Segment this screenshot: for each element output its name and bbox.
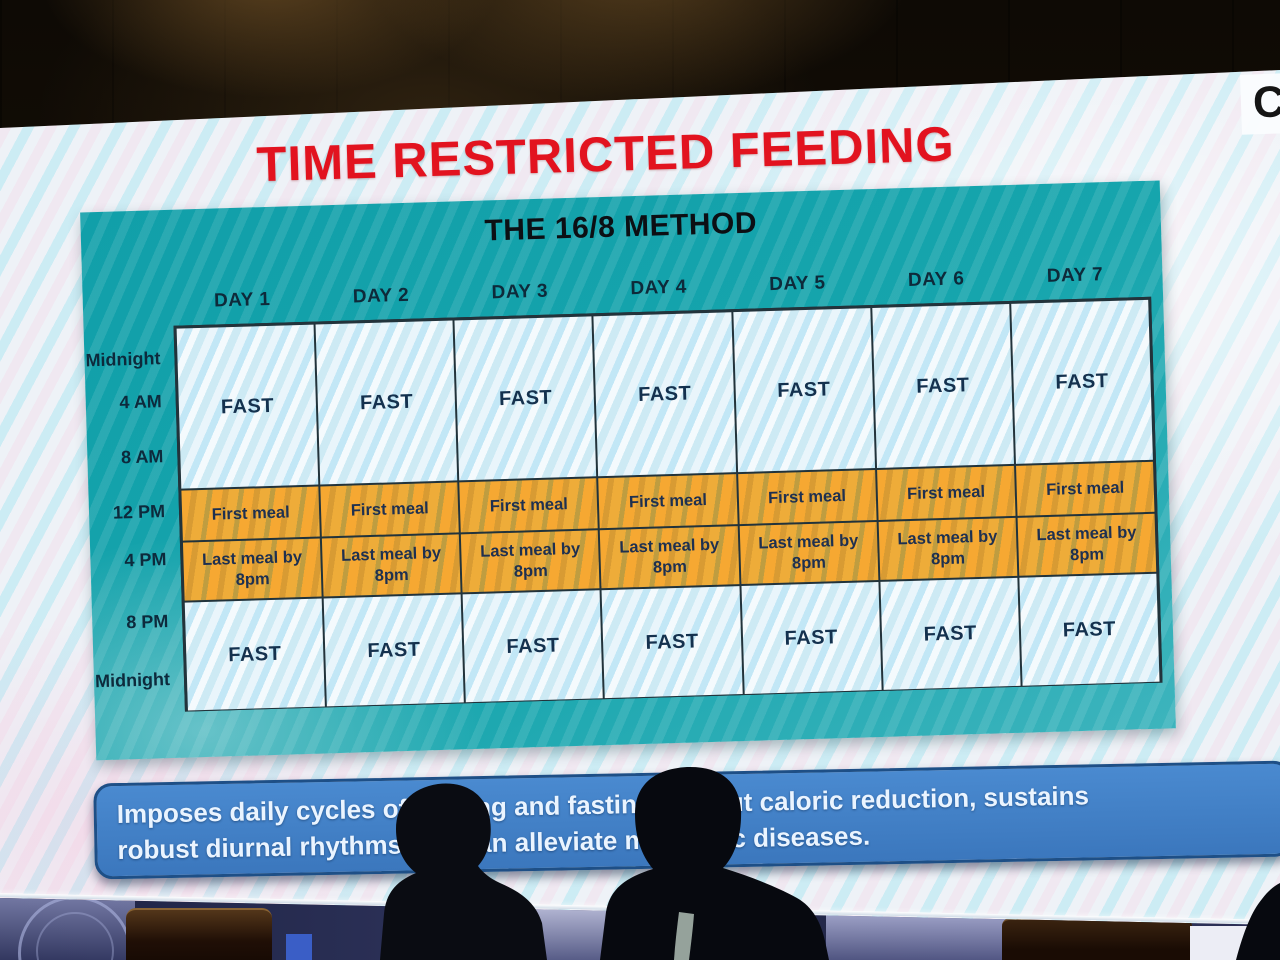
chair — [1002, 918, 1192, 960]
corner-logo-letter: C — [1252, 77, 1280, 128]
corner-logo: C — [1239, 73, 1280, 135]
side-banner — [1190, 926, 1280, 960]
partial-logo — [1248, 928, 1280, 960]
chair — [126, 908, 272, 960]
summary-banner: Imposes daily cycles of feeding and fast… — [93, 760, 1280, 880]
blue-panel — [286, 934, 312, 960]
